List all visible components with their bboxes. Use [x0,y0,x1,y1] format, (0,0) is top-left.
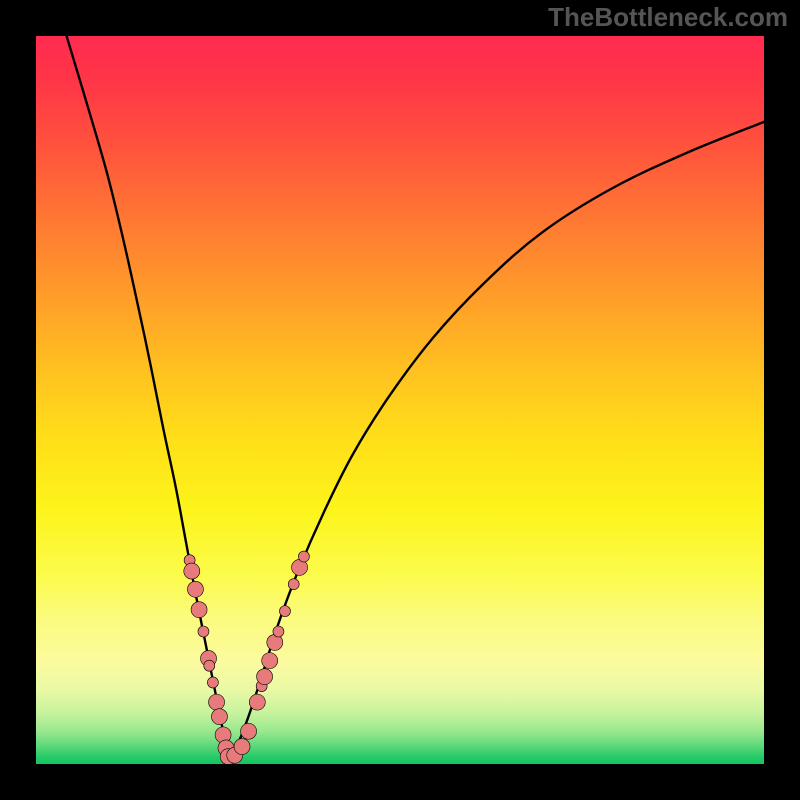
plot-area [36,36,764,764]
watermark-text: TheBottleneck.com [548,2,788,33]
gradient-background [36,36,764,764]
figure-container: TheBottleneck.com [0,0,800,800]
